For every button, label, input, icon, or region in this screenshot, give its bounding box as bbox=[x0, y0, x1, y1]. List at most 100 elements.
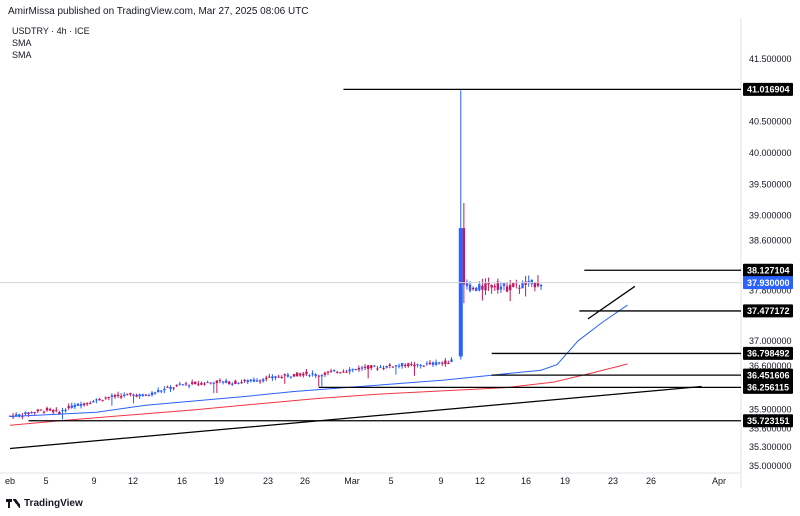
candle-body bbox=[45, 407, 49, 411]
candle-body bbox=[64, 409, 67, 412]
candle-body bbox=[373, 365, 376, 367]
candle-body bbox=[370, 365, 373, 368]
price-labels: 41.016904 38.127104 37.930000 37.477172 36.7… bbox=[743, 82, 793, 428]
sma-indicator-1[interactable]: SMA bbox=[12, 38, 32, 48]
candle-body bbox=[89, 403, 92, 405]
candle-body bbox=[249, 379, 253, 382]
y-tick-label: 35.900000 bbox=[749, 405, 792, 415]
candle-body bbox=[187, 385, 191, 387]
candle-body bbox=[107, 397, 110, 399]
chart-legend: USDTRY · 4h · ICE SMA SMA bbox=[12, 25, 90, 61]
candle-body bbox=[533, 282, 537, 288]
candle-body bbox=[536, 281, 540, 286]
candle-body bbox=[73, 404, 77, 408]
candle-body bbox=[55, 409, 58, 411]
candle-body bbox=[30, 412, 33, 414]
candle-body bbox=[431, 362, 435, 365]
x-tick-label: Mar bbox=[344, 476, 360, 486]
y-tick-label: 37.000000 bbox=[749, 336, 792, 346]
candle-body bbox=[518, 287, 521, 289]
x-tick-label: 12 bbox=[475, 476, 485, 486]
candle-body bbox=[444, 360, 447, 364]
candle-body bbox=[175, 385, 178, 387]
candle-body bbox=[527, 281, 530, 283]
price-label-text: 36.798492 bbox=[747, 349, 790, 359]
trendline bbox=[9, 385, 702, 450]
price-label-text: 41.016904 bbox=[747, 85, 790, 95]
candle-body bbox=[147, 395, 151, 397]
level-lines bbox=[28, 88, 741, 422]
candle-body bbox=[385, 366, 388, 368]
candle-body bbox=[332, 369, 336, 371]
candle-body bbox=[311, 373, 314, 375]
candle-body bbox=[360, 367, 364, 369]
candle-body bbox=[52, 409, 55, 413]
candle-body bbox=[123, 394, 126, 396]
candle-body bbox=[366, 365, 370, 369]
candle-body bbox=[524, 281, 527, 285]
candle-body bbox=[404, 364, 407, 367]
candle-body bbox=[166, 386, 169, 388]
y-tick-label: 40.500000 bbox=[749, 117, 792, 127]
candle-body bbox=[104, 397, 107, 399]
candle-body bbox=[76, 403, 80, 406]
y-tick-label: 35.300000 bbox=[749, 442, 792, 452]
candle-body bbox=[218, 380, 222, 382]
y-tick-label: 37.800000 bbox=[749, 286, 792, 296]
axis-ticks: 41.500000 40.500000 40.000000 39.500000 39.0… bbox=[5, 54, 792, 486]
candle-body bbox=[85, 403, 89, 405]
candle-body bbox=[95, 399, 98, 401]
candle-body bbox=[61, 410, 64, 412]
candle-body bbox=[243, 380, 246, 382]
candle-body bbox=[437, 362, 441, 364]
candles bbox=[8, 90, 543, 420]
candle-body bbox=[255, 380, 259, 382]
candle-body bbox=[101, 400, 104, 402]
y-tick-label: 38.600000 bbox=[749, 236, 792, 246]
x-tick-label: 19 bbox=[560, 476, 570, 486]
candle-body bbox=[157, 390, 160, 393]
candle-body bbox=[14, 414, 18, 417]
publisher-header: AmirMissa published on TradingView.com, … bbox=[8, 6, 309, 17]
price-label-text: 37.477172 bbox=[747, 306, 790, 316]
sma-fast-line bbox=[9, 304, 628, 417]
x-tick-label: 23 bbox=[608, 476, 618, 486]
candle-body bbox=[209, 382, 212, 384]
candle-body bbox=[422, 365, 425, 367]
candle-body bbox=[82, 403, 86, 406]
candle-body bbox=[410, 364, 413, 366]
price-label-text: 35.723151 bbox=[747, 416, 790, 426]
candle-body bbox=[258, 380, 262, 382]
x-tick-label: eb bbox=[5, 476, 15, 486]
candle-body bbox=[144, 394, 148, 396]
candle-body bbox=[110, 395, 114, 397]
x-tick-label: 9 bbox=[91, 476, 96, 486]
y-tick-label: 39.500000 bbox=[749, 179, 792, 189]
candle-body bbox=[441, 362, 444, 364]
tradingview-logo-icon bbox=[6, 499, 20, 508]
candle-body bbox=[450, 359, 453, 362]
x-tick-label: 26 bbox=[300, 476, 310, 486]
candle-body bbox=[126, 393, 129, 395]
candle-body bbox=[277, 376, 280, 378]
trendline bbox=[587, 285, 636, 320]
candle-body bbox=[138, 394, 141, 397]
candle-body bbox=[530, 279, 533, 284]
candle-body bbox=[58, 411, 61, 414]
price-label-box bbox=[743, 380, 793, 394]
symbol-label[interactable]: USDTRY · 4h · ICE bbox=[12, 26, 90, 36]
candle-body bbox=[48, 409, 52, 411]
candle-body bbox=[234, 380, 237, 384]
sma-indicator-2[interactable]: SMA bbox=[12, 50, 32, 60]
tradingview-footer[interactable]: TradingView bbox=[6, 498, 83, 509]
candle-body bbox=[512, 282, 515, 287]
candle-body bbox=[305, 371, 308, 375]
candle-body bbox=[135, 394, 138, 397]
price-chart[interactable]: 41.500000 40.500000 40.000000 39.500000 39.0… bbox=[0, 18, 800, 496]
candle-body bbox=[42, 411, 46, 413]
candle-body bbox=[98, 398, 101, 401]
candle-body bbox=[496, 281, 500, 290]
candle-body bbox=[490, 284, 493, 288]
price-label-box bbox=[743, 368, 793, 382]
candle-body bbox=[295, 372, 299, 377]
